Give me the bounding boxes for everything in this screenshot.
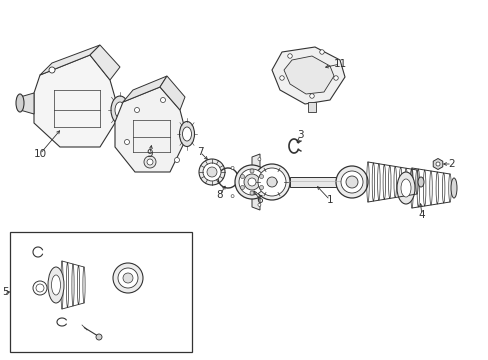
Polygon shape	[123, 76, 167, 102]
Polygon shape	[160, 76, 184, 110]
Ellipse shape	[16, 94, 24, 112]
Ellipse shape	[240, 175, 244, 179]
Ellipse shape	[287, 54, 292, 58]
Ellipse shape	[435, 162, 439, 166]
Text: 9: 9	[146, 149, 153, 159]
Ellipse shape	[179, 121, 194, 147]
Polygon shape	[432, 158, 442, 170]
Polygon shape	[307, 102, 315, 112]
Ellipse shape	[335, 166, 367, 198]
Text: 4: 4	[418, 210, 425, 220]
Ellipse shape	[259, 185, 263, 189]
Ellipse shape	[249, 191, 253, 195]
Text: 5: 5	[2, 287, 9, 297]
Ellipse shape	[123, 273, 133, 283]
Ellipse shape	[51, 275, 61, 295]
Polygon shape	[40, 45, 100, 75]
Ellipse shape	[174, 158, 179, 162]
Text: 1: 1	[326, 195, 333, 205]
Ellipse shape	[182, 127, 191, 141]
Ellipse shape	[249, 169, 253, 173]
Ellipse shape	[49, 67, 55, 73]
Text: 3: 3	[296, 130, 303, 140]
Ellipse shape	[400, 179, 410, 197]
Ellipse shape	[124, 140, 129, 144]
Ellipse shape	[231, 166, 234, 170]
Text: 11: 11	[333, 59, 346, 69]
Ellipse shape	[199, 159, 224, 185]
Ellipse shape	[417, 177, 423, 187]
Ellipse shape	[259, 175, 263, 179]
Ellipse shape	[253, 164, 289, 200]
Ellipse shape	[203, 163, 221, 181]
Ellipse shape	[160, 98, 165, 103]
Bar	[289, 177, 361, 187]
Polygon shape	[271, 47, 345, 104]
Text: 2: 2	[448, 159, 454, 169]
Ellipse shape	[147, 159, 153, 165]
Ellipse shape	[279, 76, 284, 80]
Text: 8: 8	[216, 190, 223, 200]
Polygon shape	[34, 55, 120, 147]
Ellipse shape	[319, 50, 324, 54]
Ellipse shape	[206, 167, 217, 177]
Ellipse shape	[244, 174, 260, 190]
Ellipse shape	[346, 176, 357, 188]
Ellipse shape	[240, 185, 244, 189]
Text: 7: 7	[196, 147, 203, 157]
Ellipse shape	[257, 158, 261, 161]
Ellipse shape	[257, 203, 261, 206]
Ellipse shape	[266, 177, 276, 187]
Ellipse shape	[113, 263, 142, 293]
Ellipse shape	[143, 156, 156, 168]
Ellipse shape	[340, 171, 362, 193]
Ellipse shape	[134, 108, 139, 112]
Ellipse shape	[396, 172, 414, 204]
Polygon shape	[284, 56, 333, 94]
Ellipse shape	[111, 96, 129, 124]
Ellipse shape	[231, 195, 234, 198]
Ellipse shape	[309, 94, 314, 98]
Ellipse shape	[274, 180, 277, 184]
Polygon shape	[115, 87, 186, 172]
Polygon shape	[251, 154, 260, 210]
Ellipse shape	[450, 178, 456, 198]
Ellipse shape	[96, 334, 102, 340]
Text: 6: 6	[256, 195, 263, 205]
Ellipse shape	[333, 76, 338, 80]
Ellipse shape	[239, 169, 264, 195]
Bar	[10, 232, 192, 352]
Polygon shape	[90, 45, 120, 80]
Ellipse shape	[235, 165, 268, 199]
Ellipse shape	[115, 102, 125, 118]
Ellipse shape	[258, 168, 285, 196]
Ellipse shape	[247, 178, 256, 186]
Ellipse shape	[48, 267, 64, 303]
Polygon shape	[20, 93, 34, 114]
Text: 10: 10	[33, 149, 46, 159]
Ellipse shape	[118, 268, 138, 288]
